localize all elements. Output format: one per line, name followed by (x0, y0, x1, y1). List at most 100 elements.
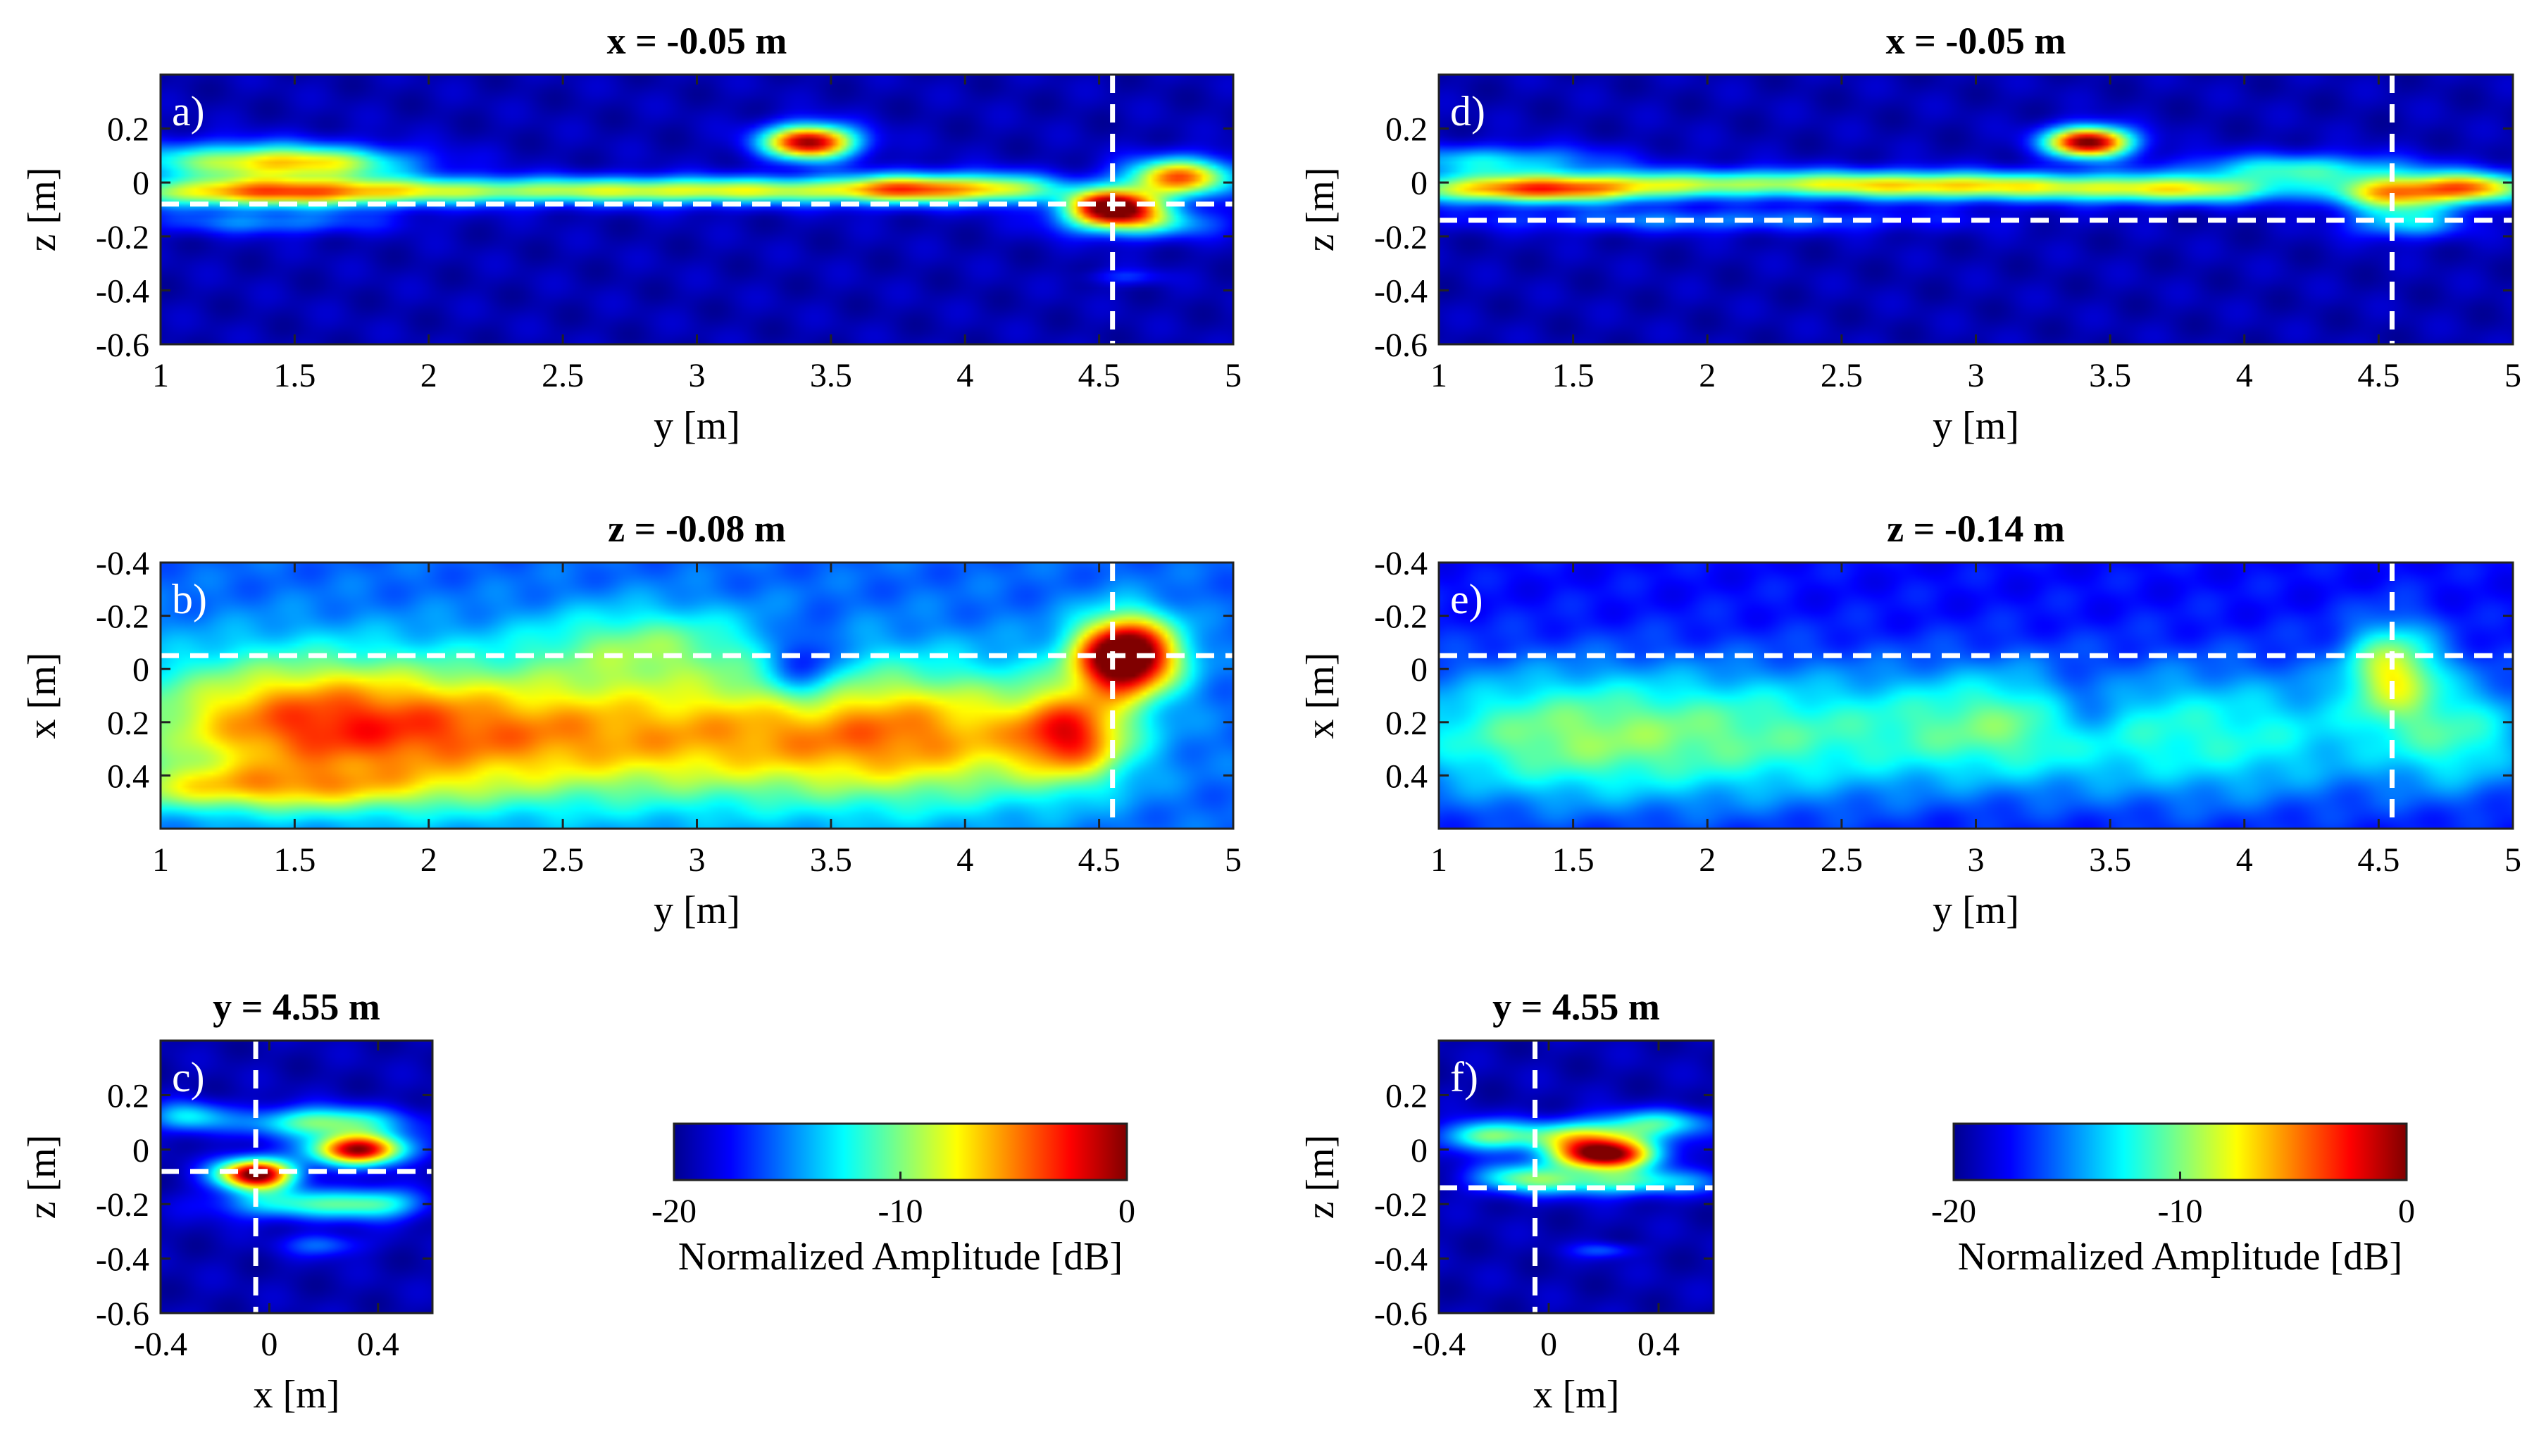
x-tick-label: 5 (1225, 841, 1242, 879)
x-tick-label: -0.4 (1412, 1326, 1466, 1363)
x-tick-label: 2.5 (542, 357, 584, 394)
x-tick-label: 4 (956, 357, 973, 394)
y-tick-label: 0.2 (107, 1077, 149, 1115)
x-tick-label: 2 (420, 357, 437, 394)
y-tick-label: 0 (1411, 165, 1428, 202)
x-axis-label: x [m] (254, 1373, 340, 1417)
y-tick-label: -0.6 (1374, 1295, 1428, 1333)
panel-title: x = -0.05 m (1886, 20, 2066, 62)
y-tick-label: -0.4 (96, 545, 149, 582)
panel-letter: a) (172, 88, 205, 134)
x-tick-label: 1 (152, 841, 169, 879)
y-tick-label: 0 (1411, 651, 1428, 689)
x-tick-label: 1.5 (273, 841, 316, 879)
y-tick-label: 0 (1411, 1132, 1428, 1169)
x-axis-label: y [m] (1933, 404, 2019, 448)
x-tick-label: 4 (2236, 841, 2253, 879)
y-tick-label: -0.4 (96, 272, 149, 310)
x-tick-label: 2.5 (1821, 357, 1863, 394)
x-tick-label: 1 (1430, 841, 1447, 879)
panel-a: 1 1.5 2 2.5 3 3.5 4 4.5 5 0.2 0 -0.2 -0.4 -0.6 x = -0.… (20, 20, 1242, 448)
x-axis-label: y [m] (654, 404, 740, 448)
y-axis-label: z [m] (20, 168, 64, 252)
x-tick-label: 0.4 (1637, 1326, 1680, 1363)
x-tick-label: 5 (2504, 357, 2521, 394)
y-axis-label: z [m] (1299, 168, 1342, 252)
x-tick-label: 4.5 (1078, 841, 1121, 879)
heatmap-image-c (161, 1041, 432, 1313)
y-tick-label: 0 (132, 1132, 149, 1169)
x-tick-label: 0 (1540, 1326, 1557, 1363)
x-tick-label: 1.5 (273, 357, 316, 394)
y-tick-label: 0.2 (1385, 1077, 1428, 1115)
y-tick-label: -0.2 (96, 598, 149, 636)
colorbar-label: Normalized Amplitude [dB] (1958, 1235, 2402, 1279)
panel-letter: f) (1450, 1054, 1478, 1100)
x-tick-label: 3.5 (810, 357, 852, 394)
panel-letter: b) (172, 576, 207, 622)
colorbar-tick-label: -20 (1931, 1193, 1976, 1230)
y-tick-label: -0.6 (1374, 327, 1428, 364)
x-tick-label: 1 (152, 357, 169, 394)
axes-frame (1437, 1039, 1715, 1314)
panel-b: 1 1.5 2 2.5 3 3.5 4 4.5 5 -0.4 -0.2 0 0.2 0.4 z = -0.0… (20, 508, 1242, 932)
y-tick-label: -0.2 (1374, 219, 1428, 256)
x-tick-label: 3 (1968, 357, 1985, 394)
y-tick-label: -0.2 (96, 1186, 149, 1224)
y-axis-label: z [m] (1299, 1135, 1342, 1219)
x-tick-label: 2.5 (1821, 841, 1863, 879)
x-tick-label: 1.5 (1552, 841, 1595, 879)
y-axis-label: z [m] (20, 1135, 64, 1219)
colorbar-gradient (674, 1124, 1127, 1180)
y-tick-label: -0.2 (96, 219, 149, 256)
heatmap-image-b (161, 563, 1233, 829)
heatmap-image-d (1439, 75, 2513, 344)
colorbar-cb-left: -20 -10 0 Normalized Amplitude [dB] (651, 1122, 1135, 1279)
x-tick-label: 4.5 (1078, 357, 1121, 394)
panel-d: 1 1.5 2 2.5 3 3.5 4 4.5 5 0.2 0 -0.2 -0.4 -0.6 x = -0.… (1299, 20, 2521, 448)
heatmap-image-f (1439, 1041, 1714, 1313)
y-tick-label: -0.2 (1374, 598, 1428, 636)
panel-title: x = -0.05 m (607, 20, 787, 62)
x-tick-label: 5 (2504, 841, 2521, 879)
colorbar-tick-label: 0 (2398, 1193, 2415, 1230)
colorbar-tick-label: -10 (878, 1193, 923, 1230)
y-tick-label: -0.4 (1374, 272, 1428, 310)
x-tick-label: 3 (689, 841, 706, 879)
y-tick-label: -0.4 (96, 1241, 149, 1279)
x-tick-label: 2 (1699, 357, 1716, 394)
colorbar-tick-label: 0 (1118, 1193, 1135, 1230)
y-tick-label: -0.4 (1374, 545, 1428, 582)
panel-e: 1 1.5 2 2.5 3 3.5 4 4.5 5 -0.4 -0.2 0 0.2 0.4 z = -0.1… (1299, 508, 2521, 932)
panel-title: z = -0.08 m (608, 508, 786, 550)
colorbar-label: Normalized Amplitude [dB] (678, 1235, 1123, 1279)
panel-title: y = 4.55 m (213, 986, 380, 1028)
x-tick-label: 2.5 (542, 841, 584, 879)
panel-f: -0.4 0 0.40.20-0.2-0.4-0.6y = 4.55 mx [m]z… (1299, 986, 1715, 1417)
panel-title: z = -0.14 m (1887, 508, 2065, 550)
x-tick-label: 2 (420, 841, 437, 879)
y-tick-label: 0 (132, 651, 149, 689)
y-tick-label: -0.6 (96, 1295, 149, 1333)
x-tick-label: 2 (1699, 841, 1716, 879)
heatmap-image-e (1439, 563, 2513, 829)
x-tick-label: 0 (261, 1326, 277, 1363)
x-tick-label: 3 (689, 357, 706, 394)
y-tick-label: 0.2 (107, 111, 149, 149)
x-tick-label: 1.5 (1552, 357, 1595, 394)
panel-letter: c) (172, 1054, 205, 1100)
panel-letter: e) (1450, 576, 1483, 622)
y-tick-label: -0.6 (96, 327, 149, 364)
x-axis-label: x [m] (1533, 1373, 1620, 1417)
panel-c: -0.4 0 0.40.20-0.2-0.4-0.6y = 4.55 mx [m]z… (20, 986, 434, 1417)
colorbar-gradient (1954, 1124, 2407, 1180)
x-tick-label: 3.5 (2089, 841, 2131, 879)
x-tick-label: 4.5 (2357, 357, 2400, 394)
x-tick-label: -0.4 (134, 1326, 187, 1363)
colorbar-cb-right: -20 -10 0 Normalized Amplitude [dB] (1931, 1122, 2415, 1279)
x-tick-label: 3.5 (810, 841, 852, 879)
x-tick-label: 4 (956, 841, 973, 879)
y-tick-label: 0.2 (107, 705, 149, 742)
x-tick-label: 4.5 (2357, 841, 2400, 879)
